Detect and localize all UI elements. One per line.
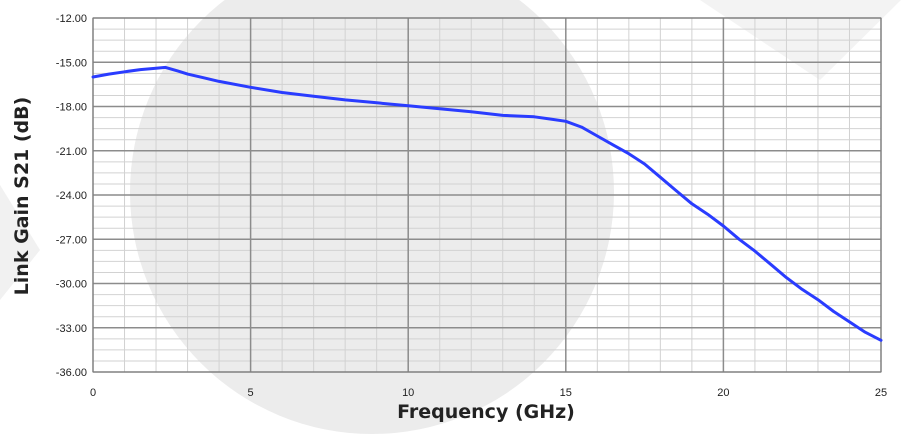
- y-tick-label: -18.00: [56, 102, 87, 114]
- y-tick-label: -21.00: [56, 146, 87, 158]
- y-tick-label: -36.00: [56, 367, 87, 379]
- major-grid: [92, 17, 882, 373]
- y-tick-label: -24.00: [56, 190, 87, 202]
- x-tick-labels: 0 5 10 15 20 25: [90, 387, 887, 399]
- y-tick-labels: -12.00 -15.00 -18.00 -21.00 -24.00 -27.00 -30.…: [56, 13, 87, 379]
- x-tick-label: 15: [560, 387, 572, 399]
- x-axis-title: Frequency (GHz): [397, 401, 575, 423]
- y-tick-label: -30.00: [56, 279, 87, 291]
- x-tick-label: 5: [248, 387, 254, 399]
- x-tick-label: 0: [90, 387, 96, 399]
- y-axis-title: Link Gain S21 (dB): [11, 97, 33, 296]
- x-tick-label: 10: [402, 387, 414, 399]
- x-tick-label: 25: [875, 387, 887, 399]
- y-tick-label: -15.00: [56, 57, 87, 69]
- series-line: [91, 65, 883, 342]
- x-tick-label: 20: [717, 387, 729, 399]
- plot-frame: [92, 17, 882, 373]
- y-tick-label: -33.00: [56, 323, 87, 335]
- y-tick-label: -12.00: [56, 13, 87, 25]
- y-tick-label: -27.00: [56, 234, 87, 246]
